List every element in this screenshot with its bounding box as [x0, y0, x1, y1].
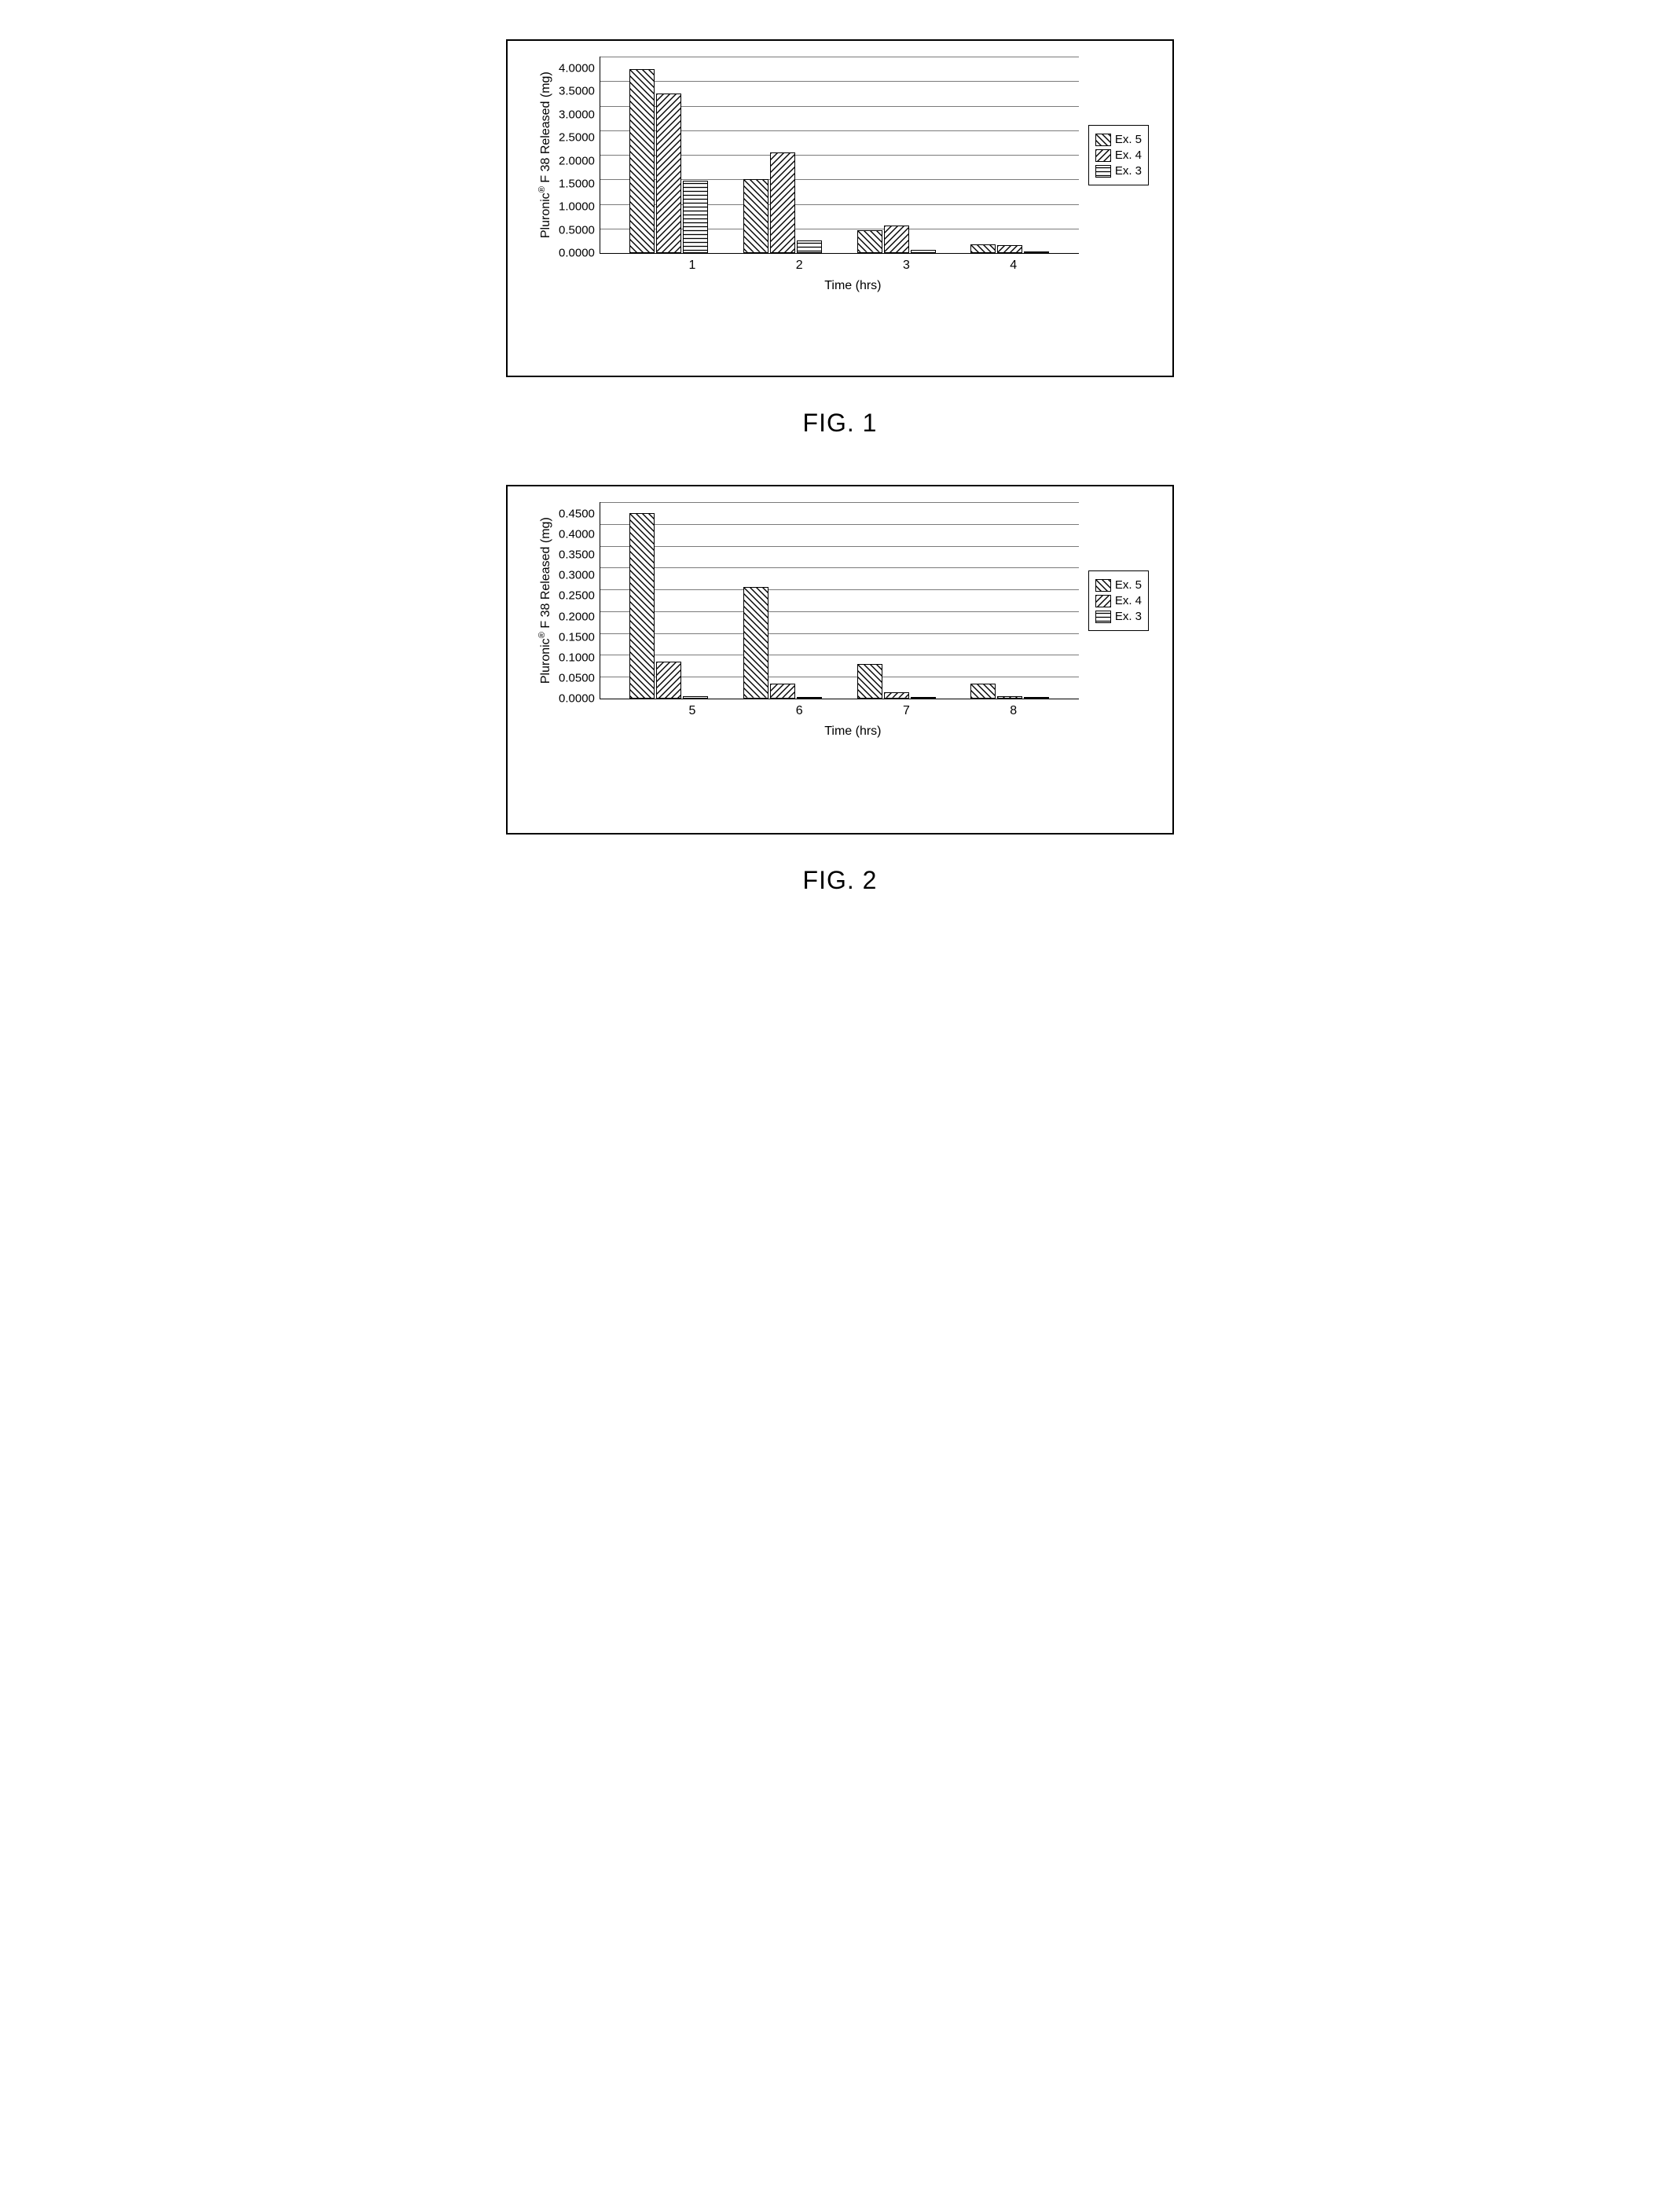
bar: [970, 684, 996, 699]
x-axis-label: Time (hrs): [627, 724, 1079, 739]
x-axis-ticks: 5 6 7 8: [627, 699, 1079, 718]
legend: Ex. 5 Ex. 4 Ex. 3: [1088, 570, 1149, 631]
bar: [857, 664, 882, 699]
y-tick-label: 2.5000: [559, 132, 595, 144]
bar: [970, 244, 996, 253]
bar: [857, 230, 882, 253]
y-axis-ticks: 0.4500 0.4000 0.3500 0.3000 0.2500 0.2000 0.15…: [559, 502, 600, 699]
x-axis-label: Time (hrs): [627, 279, 1079, 293]
figure-block: Pluronic® F 38 Released (mg) 4.0000 3.5000…: [39, 39, 1641, 438]
bar: [797, 697, 822, 699]
y-tick-label: 1.0000: [559, 201, 595, 213]
legend-label: Ex. 3: [1115, 164, 1142, 178]
bar: [1024, 697, 1049, 699]
y-tick-label: 0.0000: [559, 692, 595, 704]
y-tick-label: 1.5000: [559, 178, 595, 189]
figure-block: Pluronic® F 38 Released (mg) 0.4500 0.4000…: [39, 485, 1641, 895]
bar: [683, 696, 708, 699]
bar: [629, 69, 655, 253]
y-tick-label: 0.0500: [559, 672, 595, 684]
bar-group: [743, 152, 822, 253]
legend: Ex. 5 Ex. 4 Ex. 3: [1088, 125, 1149, 185]
x-tick-label: 6: [796, 704, 803, 718]
bar: [884, 226, 909, 253]
bar: [656, 94, 681, 253]
bar-group: [970, 244, 1049, 253]
legend-label: Ex. 5: [1115, 578, 1142, 592]
legend-label: Ex. 5: [1115, 133, 1142, 146]
bar-group: [743, 587, 822, 699]
bar-group: [629, 513, 708, 699]
legend-label: Ex. 4: [1115, 149, 1142, 162]
bar: [911, 250, 936, 253]
legend-label: Ex. 3: [1115, 610, 1142, 623]
y-tick-label: 0.4000: [559, 529, 595, 541]
x-tick-label: 2: [796, 259, 803, 273]
y-tick-label: 0.1500: [559, 631, 595, 643]
plot-area: [600, 57, 1079, 254]
legend-item: Ex. 4: [1095, 594, 1142, 607]
bar: [1024, 251, 1049, 253]
legend-label: Ex. 4: [1115, 594, 1142, 607]
y-axis-label-wrap: Pluronic® F 38 Released (mg): [531, 57, 559, 254]
plot-area: [600, 502, 1079, 699]
bar: [997, 245, 1022, 253]
legend-swatch-icon: [1095, 579, 1111, 592]
chart-frame: Pluronic® F 38 Released (mg) 0.4500 0.4000…: [506, 485, 1174, 835]
bar: [743, 179, 768, 253]
y-tick-label: 0.0000: [559, 248, 595, 259]
y-axis-ticks: 4.0000 3.5000 3.0000 2.5000 2.0000 1.5000 1.00…: [559, 57, 600, 253]
bar: [884, 692, 909, 699]
y-axis-label: Pluronic® F 38 Released (mg): [537, 518, 552, 684]
bar-group: [857, 226, 936, 253]
bar: [770, 684, 795, 699]
legend-swatch-icon: [1095, 149, 1111, 162]
y-tick-label: 4.0000: [559, 63, 595, 75]
bar: [683, 181, 708, 254]
legend-item: Ex. 4: [1095, 149, 1142, 162]
x-tick-label: 4: [1010, 259, 1017, 273]
x-tick-label: 5: [689, 704, 696, 718]
legend-item: Ex. 5: [1095, 133, 1142, 146]
x-tick-label: 3: [903, 259, 910, 273]
legend-swatch-icon: [1095, 595, 1111, 607]
y-tick-label: 3.0000: [559, 108, 595, 120]
legend-item: Ex. 3: [1095, 610, 1142, 623]
legend-item: Ex. 3: [1095, 164, 1142, 178]
x-tick-label: 7: [903, 704, 910, 718]
bar: [770, 152, 795, 253]
x-tick-label: 1: [689, 259, 696, 273]
bar: [997, 696, 1022, 699]
bars-container: [600, 502, 1079, 699]
figure-caption: FIG. 1: [39, 409, 1641, 438]
bar: [911, 697, 936, 699]
y-tick-label: 0.4500: [559, 508, 595, 520]
bar: [656, 662, 681, 699]
legend-item: Ex. 5: [1095, 578, 1142, 592]
y-tick-label: 0.2000: [559, 611, 595, 622]
y-tick-label: 0.2500: [559, 590, 595, 602]
bar-group: [629, 69, 708, 253]
bars-container: [600, 57, 1079, 253]
y-tick-label: 0.1000: [559, 651, 595, 663]
legend-swatch-icon: [1095, 134, 1111, 146]
x-axis-ticks: 1 2 3 4: [627, 254, 1079, 273]
x-tick-label: 8: [1010, 704, 1017, 718]
figure-caption: FIG. 2: [39, 866, 1641, 895]
bar-group: [970, 684, 1049, 699]
chart-frame: Pluronic® F 38 Released (mg) 4.0000 3.5000…: [506, 39, 1174, 377]
y-axis-label: Pluronic® F 38 Released (mg): [537, 72, 552, 239]
y-tick-label: 3.5000: [559, 86, 595, 97]
y-tick-label: 0.3500: [559, 549, 595, 561]
bar: [743, 587, 768, 699]
y-axis-label-wrap: Pluronic® F 38 Released (mg): [531, 502, 559, 699]
y-tick-label: 0.3000: [559, 570, 595, 581]
legend-swatch-icon: [1095, 165, 1111, 178]
legend-swatch-icon: [1095, 611, 1111, 623]
bar-group: [857, 664, 936, 699]
y-tick-label: 2.0000: [559, 155, 595, 167]
bar: [797, 240, 822, 253]
y-tick-label: 0.5000: [559, 224, 595, 236]
bar: [629, 513, 655, 699]
